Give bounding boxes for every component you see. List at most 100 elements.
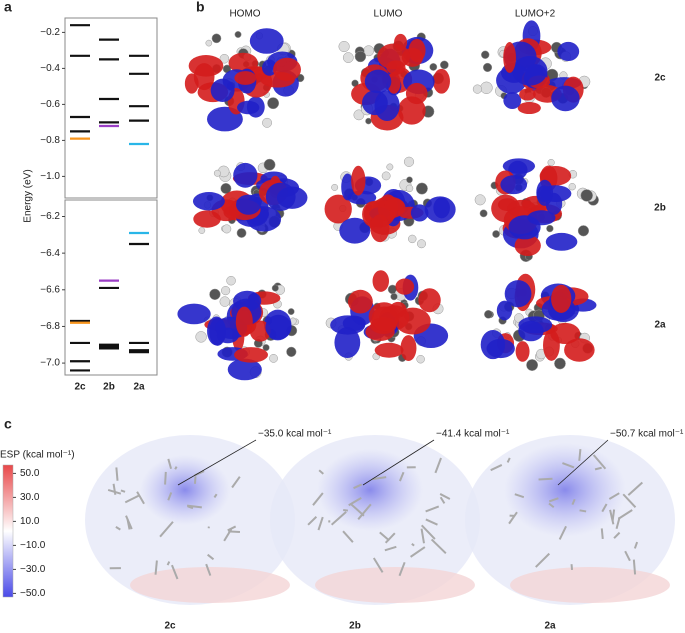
bond	[116, 467, 117, 480]
x-tick-label: 2c	[74, 382, 86, 393]
atom	[382, 172, 390, 180]
orbital-lobe	[433, 197, 450, 218]
panel-label: b	[196, 0, 205, 15]
orbital-lobe	[536, 180, 553, 206]
bond	[572, 564, 573, 570]
bond	[228, 531, 240, 532]
atom	[546, 225, 553, 232]
atom	[222, 225, 231, 234]
atom	[475, 195, 485, 205]
atom	[206, 40, 212, 46]
bond	[602, 528, 603, 538]
bond	[579, 449, 580, 461]
orbital-lobe	[527, 210, 555, 225]
atom	[548, 159, 555, 166]
orbital-lobe	[348, 290, 373, 314]
orbital-lobe	[233, 163, 257, 188]
orbital-lobe	[433, 69, 450, 94]
bond	[121, 490, 125, 491]
atom	[526, 359, 537, 370]
atom	[237, 228, 246, 237]
y-tick-label: −6.2	[40, 211, 60, 222]
bond	[412, 544, 414, 546]
atom	[331, 184, 337, 190]
orbital-lobe	[411, 204, 429, 221]
bond	[175, 467, 176, 470]
orbital-lobe	[375, 343, 404, 358]
row-label: 2b	[654, 203, 666, 214]
bond	[343, 510, 348, 511]
orbital-lobe	[193, 192, 225, 210]
atom	[264, 159, 275, 170]
atom	[212, 34, 221, 43]
orbital-lobe	[377, 44, 410, 70]
y-tick-label: −6.6	[40, 284, 60, 295]
orbital-lobe	[250, 28, 284, 54]
orbital-lobe	[551, 285, 571, 313]
orbital-lobe	[211, 79, 235, 102]
orbital-lobe	[370, 214, 389, 242]
esp-minimum	[140, 455, 230, 525]
atom	[272, 285, 279, 292]
column-label: LUMO	[374, 9, 403, 20]
orbital-lobe	[234, 71, 256, 85]
panel-label: a	[4, 0, 12, 15]
row-label: 2a	[654, 320, 666, 331]
orbital-lobe	[486, 339, 514, 358]
orbital-lobe	[273, 58, 301, 81]
orbital-lobe	[518, 102, 541, 114]
colorbar-tick-label: −30.0	[20, 564, 46, 575]
atom	[430, 63, 437, 70]
atom	[262, 118, 271, 127]
atom	[484, 310, 492, 318]
atom	[578, 225, 589, 236]
molecule-label: 2b	[349, 621, 361, 632]
y-tick-label: −6.8	[40, 321, 60, 332]
atom	[210, 289, 221, 300]
atom	[406, 185, 413, 192]
annotation: −50.7 kcal mol⁻¹	[610, 429, 684, 440]
orbital-lobe	[418, 288, 440, 312]
annotation: −41.4 kcal mol⁻¹	[436, 429, 510, 440]
esp-minimum	[504, 443, 626, 537]
atom	[417, 355, 425, 363]
bond	[634, 560, 635, 575]
molecule-label: 2c	[164, 621, 176, 632]
column-label: HOMO	[229, 9, 260, 20]
atom	[355, 51, 366, 62]
orbital-lobe	[330, 315, 365, 334]
orbital-lobe	[365, 70, 392, 94]
atom	[288, 308, 294, 314]
y-tick-label: −7.0	[40, 358, 60, 369]
atom	[339, 41, 350, 52]
esp-maps	[85, 435, 675, 605]
orbital-lobe	[546, 233, 578, 251]
atom	[221, 286, 230, 295]
plot-frame	[65, 18, 157, 198]
orbital-lobe	[406, 83, 428, 104]
colorbar-title: ESP (kcal mol⁻¹)	[0, 450, 75, 461]
atom	[343, 52, 353, 62]
orbital-lobe	[185, 73, 199, 93]
orbital-lobe	[362, 90, 388, 115]
orbital-lobe	[519, 88, 536, 100]
atom	[554, 358, 565, 369]
orbital-lobe	[236, 307, 253, 337]
y-tick-label: −1.0	[40, 171, 60, 182]
atom	[408, 235, 416, 243]
atom	[483, 63, 492, 72]
atom	[199, 227, 205, 233]
atom	[365, 118, 371, 124]
atom	[492, 230, 499, 237]
panel-label: c	[4, 416, 12, 432]
atom	[473, 85, 482, 94]
orbital-lobe	[497, 301, 512, 321]
colorbar	[3, 465, 13, 597]
y-tick-label: −0.4	[40, 63, 60, 74]
esp-surface-red	[315, 567, 475, 603]
bond	[580, 510, 587, 511]
y-tick-label: −0.2	[40, 27, 60, 38]
orbital-lobe	[395, 278, 414, 294]
orbital-lobe	[234, 347, 268, 362]
